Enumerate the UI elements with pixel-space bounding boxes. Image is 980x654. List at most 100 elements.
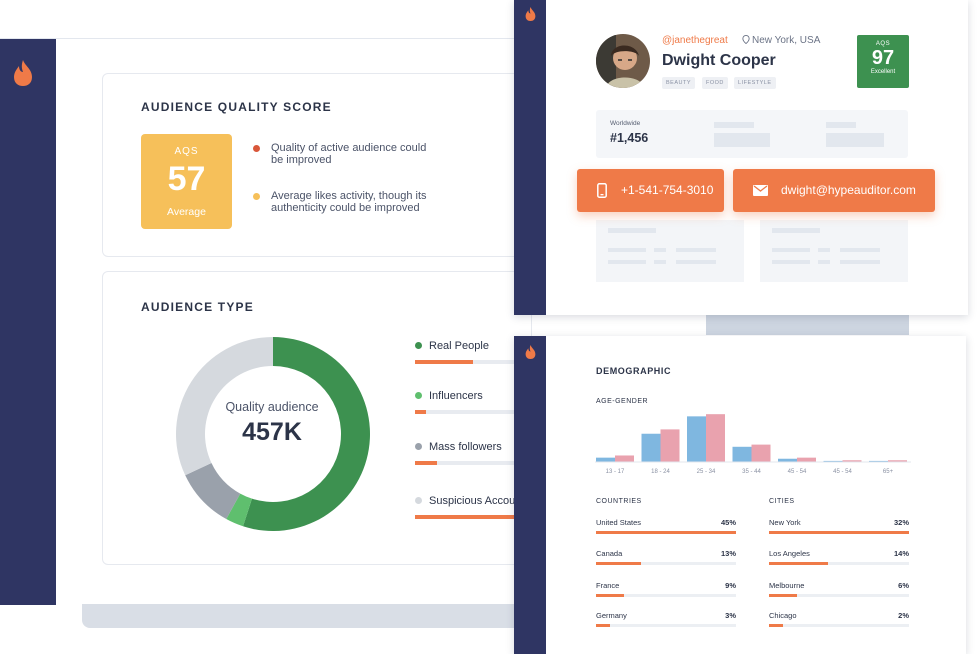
- legend-bar: [415, 515, 533, 519]
- bar-female[interactable]: [751, 444, 771, 462]
- country-bar-fill: [596, 624, 610, 627]
- window-shadow: [706, 315, 909, 335]
- profile-name: Dwight Cooper: [662, 52, 776, 69]
- phone-button[interactable]: +1-541-754-3010: [577, 169, 724, 212]
- flame-icon[interactable]: [11, 59, 35, 87]
- rank-value: #1,456: [610, 131, 649, 145]
- legend-dot-icon: [415, 443, 422, 450]
- bar-female[interactable]: [660, 429, 680, 462]
- country-bar: [596, 562, 736, 565]
- donut-caption: Quality audience: [225, 400, 319, 414]
- donut-segment-suspicious[interactable]: [175, 337, 273, 476]
- bar-male[interactable]: [641, 433, 661, 462]
- legend-item-influencers[interactable]: Influencers: [415, 390, 533, 414]
- city-percent: 6%: [898, 581, 909, 590]
- legend-bar: [415, 410, 533, 414]
- aqs-badge-score: 97: [871, 47, 895, 69]
- age-tick-label: 18 - 24: [651, 469, 670, 475]
- legend-label: Real People: [429, 340, 489, 352]
- tag-beauty[interactable]: BEAUTY: [662, 77, 696, 89]
- aqs-score: 57: [167, 160, 206, 198]
- country-bar: [596, 531, 736, 534]
- placeholder-bar: [714, 133, 770, 147]
- aqs-point-text: Quality of active audience could be impr…: [271, 142, 427, 166]
- flame-icon[interactable]: [524, 6, 537, 22]
- tag-food[interactable]: FOOD: [702, 77, 728, 89]
- country-bar-fill: [596, 594, 624, 597]
- sidebar: [514, 336, 546, 654]
- demographic-window: DEMOGRAPHIC AGE-GENDER 13 - 17 18 - 24 25 …: [514, 336, 966, 654]
- country-percent: 13%: [720, 549, 736, 558]
- legend-label: Suspicious Accounts: [429, 495, 530, 507]
- legend-dot-icon: [415, 342, 422, 349]
- city-bar-fill: [769, 624, 783, 627]
- bar-male[interactable]: [732, 446, 752, 462]
- legend-bar-fill: [415, 515, 527, 519]
- donut-segment-mass-followers[interactable]: [185, 462, 241, 520]
- aqs-badge: AQS 97 Excellent: [857, 35, 909, 88]
- tag-lifestyle[interactable]: LIFESTYLE: [734, 77, 776, 89]
- city-bar: [769, 531, 909, 534]
- bar-female[interactable]: [797, 457, 816, 462]
- country-name: United States: [596, 518, 642, 527]
- city-bar: [769, 624, 909, 627]
- donut-segment-real-people[interactable]: [243, 337, 370, 531]
- age-tick-label: 35 - 44: [742, 469, 761, 475]
- age-gender-bar-chart: 13 - 17 18 - 24 25 - 34 35 - 44 45 - 54 45 - …: [595, 414, 911, 475]
- email-text: dwight@hypeauditor.com: [781, 183, 916, 197]
- bar-male[interactable]: [778, 458, 797, 462]
- mail-icon: [753, 185, 768, 196]
- profile-handle[interactable]: @janethegreat: [662, 35, 728, 46]
- bullet-icon: [253, 145, 260, 152]
- legend-bar: [415, 360, 533, 364]
- bar-male[interactable]: [687, 416, 706, 462]
- country-bar-fill: [596, 562, 641, 565]
- aqs-score-box: AQS 57 Average: [141, 134, 232, 229]
- city-bar: [769, 562, 909, 565]
- city-bar-fill: [769, 531, 909, 534]
- city-name: Melbourne: [769, 581, 805, 590]
- city-name: New York: [769, 518, 801, 527]
- aqs-badge-label: AQS: [875, 41, 891, 47]
- city-percent: 2%: [898, 611, 909, 620]
- country-percent: 9%: [725, 581, 736, 590]
- aqs-card: AUDIENCE QUALITY SCORE AQS 57 Average Qu…: [102, 73, 532, 257]
- city-bar-fill: [769, 594, 797, 597]
- aqs-label: AQS: [174, 146, 199, 157]
- bar-female[interactable]: [615, 455, 634, 462]
- email-button[interactable]: dwight@hypeauditor.com: [733, 169, 935, 212]
- legend-label: Mass followers: [429, 441, 502, 453]
- bar-female[interactable]: [888, 460, 907, 462]
- bar-female[interactable]: [842, 460, 862, 462]
- avatar[interactable]: [596, 34, 650, 88]
- audience-donut-chart: [175, 337, 370, 531]
- rank-caption: Worldwide: [610, 120, 641, 127]
- phone-text: +1-541-754-3010: [621, 183, 714, 197]
- aqs-badge-rating: Excellent: [870, 69, 896, 75]
- legend-item-mass-followers[interactable]: Mass followers: [415, 441, 533, 465]
- donut-segment-influencers[interactable]: [226, 493, 252, 527]
- age-tick-label: 25 - 34: [697, 469, 716, 475]
- age-gender-title: AGE-GENDER: [596, 398, 649, 405]
- bar-male[interactable]: [596, 457, 615, 462]
- bar-male[interactable]: [823, 460, 843, 462]
- legend-bar: [415, 461, 533, 465]
- bar-male[interactable]: [869, 460, 888, 462]
- legend-item-suspicious[interactable]: Suspicious Accounts: [415, 495, 533, 519]
- country-name: Germany: [596, 611, 627, 620]
- legend-item-real-people[interactable]: Real People: [415, 340, 533, 364]
- profile-window: @janethegreat New York, USA Dwight Coope…: [514, 0, 968, 315]
- bar-female[interactable]: [706, 414, 725, 462]
- city-bar: [769, 594, 909, 597]
- legend-dot-icon: [415, 392, 422, 399]
- placeholder-bar: [826, 133, 884, 147]
- country-name: France: [596, 581, 620, 590]
- donut-center: Quality audience 457K: [207, 400, 337, 447]
- aqs-point: Quality of active audience could be impr…: [253, 142, 436, 166]
- flame-icon[interactable]: [524, 344, 537, 360]
- placeholder-panel: [760, 220, 908, 282]
- aqs-point-text: Average likes activity, though its authe…: [271, 190, 427, 214]
- cities-title: CITIES: [769, 498, 795, 505]
- demographic-title: DEMOGRAPHIC: [596, 366, 672, 376]
- audience-type-title: AUDIENCE TYPE: [141, 300, 254, 314]
